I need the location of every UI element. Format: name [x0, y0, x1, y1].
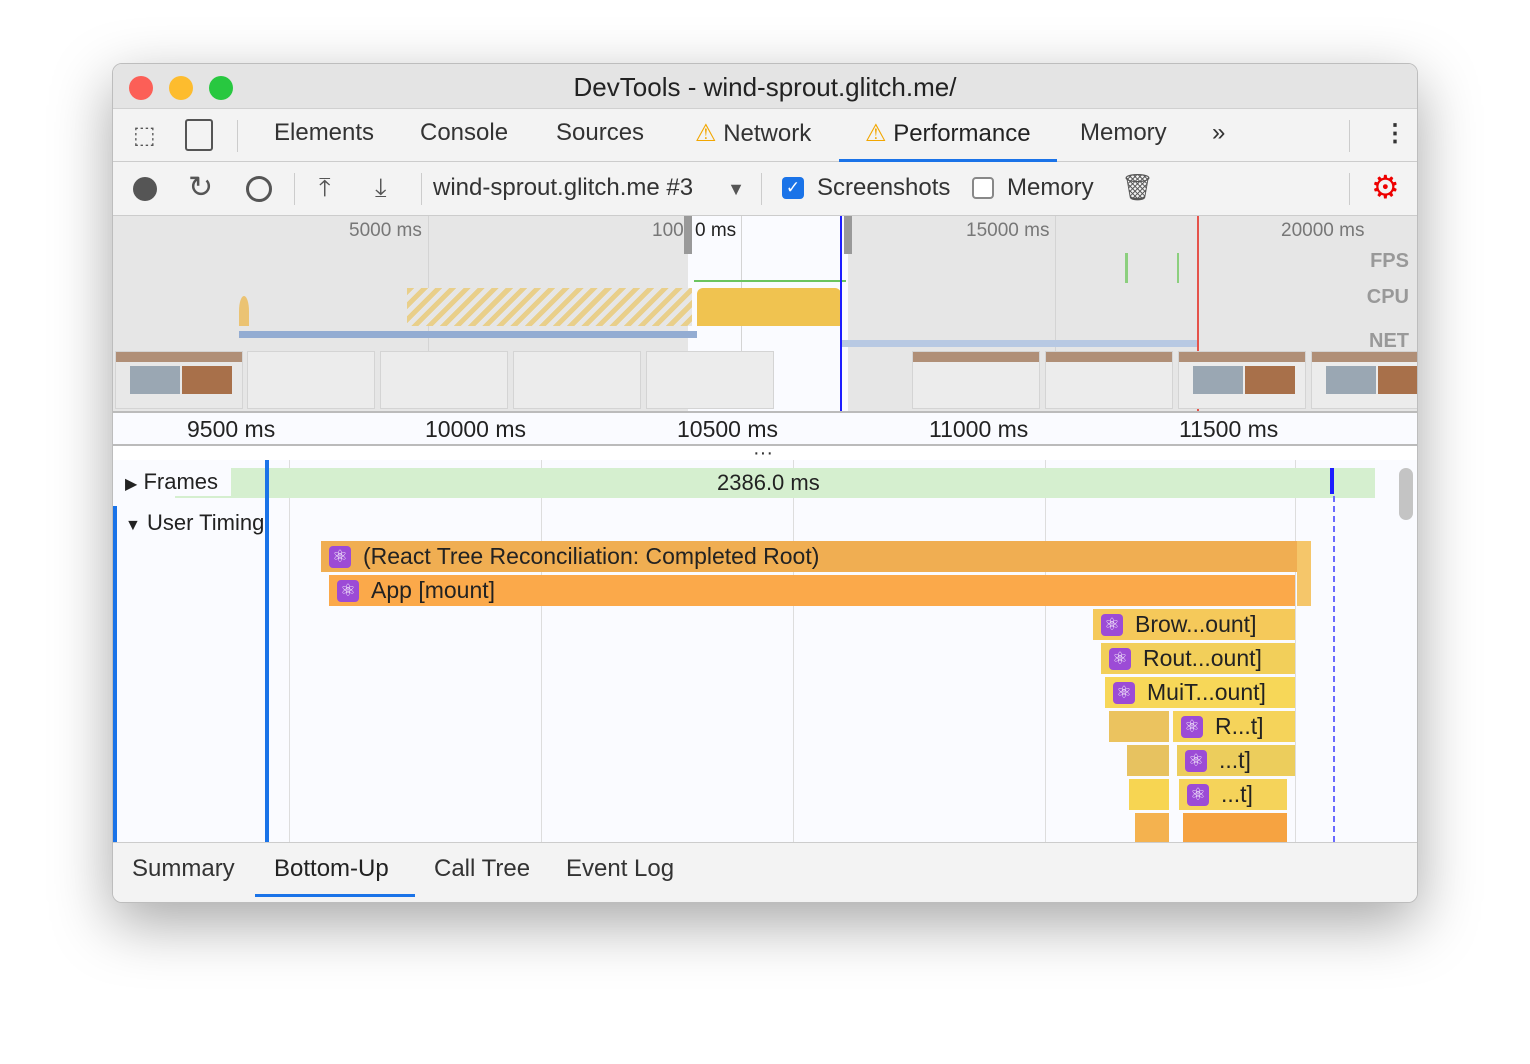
- screenshot-thumb[interactable]: [513, 351, 641, 409]
- screenshot-thumb[interactable]: [380, 351, 508, 409]
- screenshot-thumb[interactable]: [1311, 351, 1417, 409]
- active-tab-indicator: [839, 159, 1057, 162]
- flame-bar[interactable]: ⚛ Rout...ount]: [1101, 643, 1295, 674]
- tab-summary[interactable]: Summary: [132, 855, 235, 882]
- warning-icon: ⚠: [695, 120, 717, 147]
- title-bar: DevTools - wind-sprout.glitch.me/: [113, 64, 1417, 109]
- frames-bar[interactable]: [175, 468, 1375, 498]
- react-icon: ⚛: [329, 546, 351, 568]
- fps-mark: [1177, 253, 1179, 283]
- tab-performance[interactable]: ⚠ Performance: [865, 120, 1031, 147]
- scrollbar-thumb[interactable]: [1399, 468, 1413, 520]
- screenshot-thumb[interactable]: [1178, 351, 1306, 409]
- kebab-menu-icon[interactable]: ⋮: [1383, 120, 1407, 147]
- window-title: DevTools - wind-sprout.glitch.me/: [573, 72, 957, 102]
- download-icon[interactable]: ⤓: [375, 172, 387, 202]
- reload-icon[interactable]: ↻: [188, 171, 214, 204]
- tab-network[interactable]: ⚠ Network: [695, 120, 812, 147]
- react-icon: ⚛: [1185, 750, 1207, 772]
- react-icon: ⚛: [1101, 614, 1123, 636]
- selection-handle-left[interactable]: [684, 216, 692, 254]
- devtools-window: DevTools - wind-sprout.glitch.me/ ⬚ Elem…: [112, 63, 1418, 903]
- minimize-button[interactable]: [169, 76, 193, 100]
- time-ruler: 9500 ms 10000 ms 10500 ms 11000 ms 11500…: [113, 411, 1417, 446]
- net-lane-label: NET: [1369, 330, 1409, 352]
- cpu-idle-hatch: [407, 288, 692, 326]
- flame-bar[interactable]: ⚛ ...t]: [1177, 745, 1295, 776]
- clear-icon[interactable]: [246, 176, 272, 202]
- timeline-overview[interactable]: 5000 ms 100 0 ms 15000 ms 20000 ms FPS C…: [113, 216, 1417, 411]
- memory-checkbox[interactable]: [972, 177, 994, 199]
- frame-duration: 2386.0 ms: [717, 470, 820, 495]
- net-request: [239, 331, 697, 338]
- device-toolbar-icon[interactable]: [185, 119, 213, 151]
- fps-mark: [1125, 253, 1128, 283]
- flame-bar[interactable]: ⚛ Brow...ount]: [1093, 609, 1295, 640]
- cursor-line: [840, 216, 842, 411]
- screenshot-thumb[interactable]: [646, 351, 774, 409]
- screenshots-checkbox[interactable]: ✓: [782, 177, 804, 199]
- frames-track-header[interactable]: ▶ Frames: [113, 468, 231, 496]
- tab-sources[interactable]: Sources: [556, 119, 645, 146]
- inspect-element-icon[interactable]: ⬚: [133, 122, 156, 149]
- performance-toolbar: ↻ ⤒ ⤓ wind-sprout.glitch.me #3 ▼ ✓ Screen…: [113, 162, 1417, 216]
- react-icon: ⚛: [1187, 784, 1209, 806]
- expand-triangle-icon: ▶: [125, 476, 138, 493]
- react-icon: ⚛: [337, 580, 359, 602]
- flame-bar[interactable]: ⚛ R...t]: [1173, 711, 1295, 742]
- upload-icon[interactable]: ⤒: [319, 172, 331, 202]
- flame-bar[interactable]: ⚛ ...t]: [1179, 779, 1287, 810]
- collapse-triangle-icon: ▼: [125, 517, 141, 534]
- dropdown-arrow-icon: ▼: [727, 179, 745, 199]
- resize-handle[interactable]: ···: [753, 442, 773, 464]
- profile-select[interactable]: wind-sprout.glitch.me #3 ▼: [433, 174, 745, 201]
- warning-icon: ⚠: [865, 120, 887, 147]
- tab-event-log[interactable]: Event Log: [566, 855, 675, 882]
- zoom-button[interactable]: [209, 76, 233, 100]
- details-tabs: Summary Bottom-Up Call Tree Event Log: [113, 842, 1417, 902]
- memory-label: Memory: [1007, 174, 1094, 201]
- flame-bar-app-mount[interactable]: ⚛ App [mount]: [329, 575, 1295, 606]
- net-request: [840, 340, 1197, 347]
- cpu-spike: [239, 296, 249, 326]
- screenshot-thumb[interactable]: [247, 351, 375, 409]
- react-icon: ⚛: [1109, 648, 1131, 670]
- flame-bar[interactable]: ⚛ MuiT...ount]: [1105, 677, 1295, 708]
- flame-bar-reconciliation[interactable]: ⚛ (React Tree Reconciliation: Completed R…: [321, 541, 1311, 572]
- screenshot-thumb[interactable]: [912, 351, 1040, 409]
- tab-console[interactable]: Console: [420, 119, 509, 146]
- flame-chart[interactable]: 2386.0 ms ▶ Frames ▼ User Timing ⚛ (React…: [113, 460, 1417, 842]
- tab-elements[interactable]: Elements: [274, 119, 375, 146]
- cursor-line: [1333, 496, 1335, 842]
- cpu-lane-label: CPU: [1366, 286, 1409, 308]
- settings-gear-icon[interactable]: ⚙: [1371, 169, 1400, 205]
- react-icon: ⚛: [1181, 716, 1203, 738]
- panel-tabs: ⬚ Elements Console Sources ⚠ Network ⚠ P…: [113, 109, 1417, 162]
- selection-handle-right[interactable]: [844, 216, 852, 254]
- close-button[interactable]: [129, 76, 153, 100]
- cpu-activity: [697, 288, 841, 326]
- user-timing-track-header[interactable]: ▼ User Timing: [125, 510, 265, 535]
- selection-start-line: [265, 460, 269, 842]
- tab-bottom-up[interactable]: Bottom-Up: [274, 855, 389, 882]
- record-icon[interactable]: [133, 177, 157, 201]
- tab-call-tree[interactable]: Call Tree: [434, 855, 531, 882]
- react-icon: ⚛: [1113, 682, 1135, 704]
- more-tabs-icon[interactable]: »: [1212, 119, 1226, 146]
- fps-lane-label: FPS: [1370, 250, 1409, 272]
- screenshots-label: Screenshots: [817, 174, 951, 201]
- tab-memory[interactable]: Memory: [1080, 119, 1167, 146]
- screenshot-thumb[interactable]: [1045, 351, 1173, 409]
- trash-icon[interactable]: 🗑: [1121, 172, 1155, 202]
- screenshot-thumb[interactable]: [115, 351, 243, 409]
- marker-line: [1197, 216, 1199, 411]
